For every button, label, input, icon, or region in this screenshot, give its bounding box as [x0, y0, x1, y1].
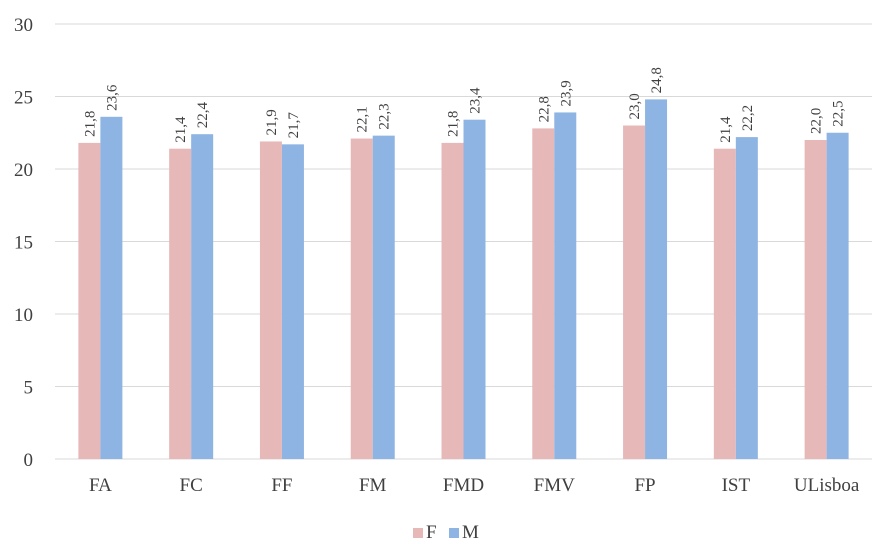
y-tick-label: 25: [14, 88, 33, 109]
x-category-label: FP: [634, 475, 655, 496]
data-label-F-FF: 21,9: [264, 109, 280, 135]
bar-F-ULisboa: [804, 140, 827, 459]
bar-F-FC: [169, 148, 192, 459]
data-label-M-IST: 22,2: [740, 105, 756, 131]
bar-F-FM: [350, 138, 373, 460]
data-label-M-FMV: 23,9: [558, 80, 574, 106]
data-label-F-ULisboa: 22,0: [809, 108, 825, 134]
legend-label-M: M: [462, 522, 479, 543]
legend-label-F: F: [426, 522, 437, 543]
bar-M-FC: [191, 134, 214, 459]
bar-F-IST: [713, 148, 736, 459]
bar-F-FMV: [532, 128, 555, 459]
data-labels: 21,8 23,6 21,4 22,4 21,9 21,7 22,1 22,3 21,8 23,4…: [82, 67, 846, 143]
bar-M-FM: [372, 135, 395, 459]
data-label-M-FA: 23,6: [104, 84, 120, 111]
x-category-label: FC: [180, 475, 203, 496]
bar-F-FF: [259, 141, 282, 459]
data-label-F-FMV: 22,8: [536, 96, 552, 122]
y-tick-label: 10: [14, 305, 33, 326]
data-label-F-FP: 23,0: [627, 93, 643, 119]
y-tick-label: 5: [24, 378, 34, 399]
y-tick-label: 0: [24, 450, 34, 471]
y-tick-label: 20: [14, 160, 33, 181]
bar-M-IST: [735, 137, 758, 459]
bar-M-FMD: [463, 119, 486, 459]
bar-F-FP: [623, 125, 646, 459]
y-axis-tick-labels: 0 5 10 15 20 25 30: [14, 15, 33, 471]
x-axis-category-labels: FA FC FF FM FMD FMV FP IST ULisboa: [89, 475, 860, 496]
data-label-F-FC: 21,4: [173, 116, 189, 143]
data-label-F-FMD: 21,8: [446, 111, 462, 137]
data-label-M-FC: 22,4: [195, 101, 211, 128]
bar-M-FF: [281, 144, 304, 459]
bar-M-ULisboa: [826, 132, 849, 459]
data-label-M-FM: 22,3: [377, 103, 393, 129]
y-tick-label: 30: [14, 15, 33, 36]
bars: [78, 99, 849, 460]
x-category-label: IST: [722, 475, 751, 496]
bar-F-FMD: [441, 142, 464, 459]
bar-F-FA: [78, 142, 101, 459]
x-category-label: FA: [89, 475, 112, 496]
data-label-M-FMD: 23,4: [468, 87, 484, 114]
x-category-label: FMD: [443, 475, 484, 496]
legend-swatch-F: [413, 528, 423, 538]
x-category-label: FM: [359, 475, 387, 496]
data-label-F-FM: 22,1: [355, 106, 371, 132]
x-category-label: ULisboa: [794, 475, 860, 496]
bar-M-FA: [100, 116, 123, 460]
data-label-M-FF: 21,7: [286, 112, 302, 139]
x-category-label: FMV: [534, 475, 575, 496]
x-category-label: FF: [271, 475, 292, 496]
y-tick-label: 15: [14, 233, 33, 254]
data-label-F-IST: 21,4: [718, 116, 734, 143]
data-label-M-ULisboa: 22,5: [831, 101, 847, 127]
data-label-M-FP: 24,8: [649, 67, 665, 93]
bar-M-FP: [645, 99, 668, 460]
legend-swatch-M: [449, 528, 459, 538]
data-label-F-FA: 21,8: [82, 111, 98, 137]
bar-M-FMV: [554, 112, 577, 459]
